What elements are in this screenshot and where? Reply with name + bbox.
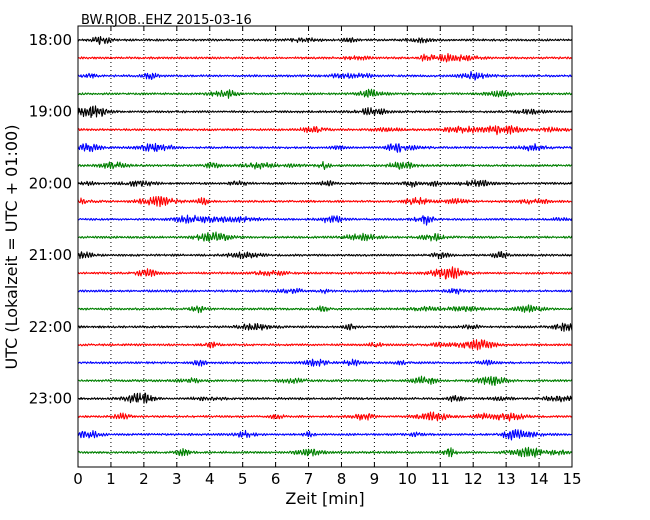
trace-2100 bbox=[77, 251, 573, 260]
x-tick-label: 9 bbox=[370, 470, 380, 488]
plot-frame bbox=[77, 25, 573, 468]
trace-2130 bbox=[77, 287, 573, 295]
x-tick-label: 0 bbox=[73, 470, 83, 488]
x-axis-label: Zeit [min] bbox=[285, 489, 364, 508]
x-tick-label: 13 bbox=[497, 470, 516, 488]
trace-2330 bbox=[77, 429, 573, 441]
trace-1800 bbox=[77, 35, 573, 45]
y-tick-label: 19:00 bbox=[29, 103, 72, 121]
y-axis-label: UTC (Lokalzeit = UTC + 01:00) bbox=[2, 125, 21, 370]
trace-2300 bbox=[77, 392, 573, 404]
x-tick-label: 8 bbox=[337, 470, 347, 488]
seismogram-traces bbox=[77, 35, 573, 458]
trace-1830 bbox=[77, 71, 573, 81]
trace-2345 bbox=[77, 446, 573, 458]
y-tick-label: 18:00 bbox=[29, 31, 72, 49]
trace-2030 bbox=[77, 214, 573, 226]
x-tick-label: 4 bbox=[205, 470, 215, 488]
x-axis-ticks: 0 1 2 3 4 5 6 7 8 9 10 11 12 13 14 15 bbox=[73, 26, 582, 488]
trace-2115 bbox=[77, 266, 573, 280]
trace-1900 bbox=[77, 105, 573, 119]
grid-lines bbox=[110, 26, 540, 467]
y-axis-ticks: 18:00 19:00 20:00 21:00 22:00 23:00 bbox=[29, 31, 572, 408]
x-tick-label: 10 bbox=[398, 470, 417, 488]
trace-2230 bbox=[77, 358, 573, 367]
trace-2215 bbox=[77, 339, 573, 351]
trace-1845 bbox=[77, 88, 573, 99]
y-tick-label: 21:00 bbox=[29, 246, 72, 264]
y-tick-label: 20:00 bbox=[29, 174, 72, 192]
trace-2200 bbox=[77, 322, 573, 332]
x-tick-label: 14 bbox=[530, 470, 549, 488]
x-tick-label: 5 bbox=[238, 470, 248, 488]
chart-title: BW.RJOB..EHZ 2015-03-16 bbox=[81, 13, 252, 28]
x-tick-label: 2 bbox=[139, 470, 149, 488]
trace-2000 bbox=[77, 179, 573, 188]
x-tick-label: 3 bbox=[172, 470, 182, 488]
trace-1815 bbox=[77, 52, 573, 63]
trace-1945 bbox=[77, 160, 573, 171]
trace-2315 bbox=[77, 411, 573, 422]
x-tick-label: 15 bbox=[562, 470, 581, 488]
x-tick-label: 12 bbox=[464, 470, 483, 488]
x-tick-label: 7 bbox=[304, 470, 314, 488]
x-tick-label: 6 bbox=[271, 470, 281, 488]
trace-2045 bbox=[77, 231, 573, 242]
trace-2015 bbox=[77, 195, 573, 208]
y-tick-label: 23:00 bbox=[29, 390, 72, 408]
y-tick-label: 22:00 bbox=[29, 318, 72, 336]
trace-1915 bbox=[77, 125, 573, 136]
trace-1930 bbox=[77, 142, 573, 153]
x-tick-label: 1 bbox=[106, 470, 116, 488]
trace-2245 bbox=[77, 375, 573, 386]
trace-2145 bbox=[77, 304, 573, 314]
x-tick-label: 11 bbox=[431, 470, 450, 488]
